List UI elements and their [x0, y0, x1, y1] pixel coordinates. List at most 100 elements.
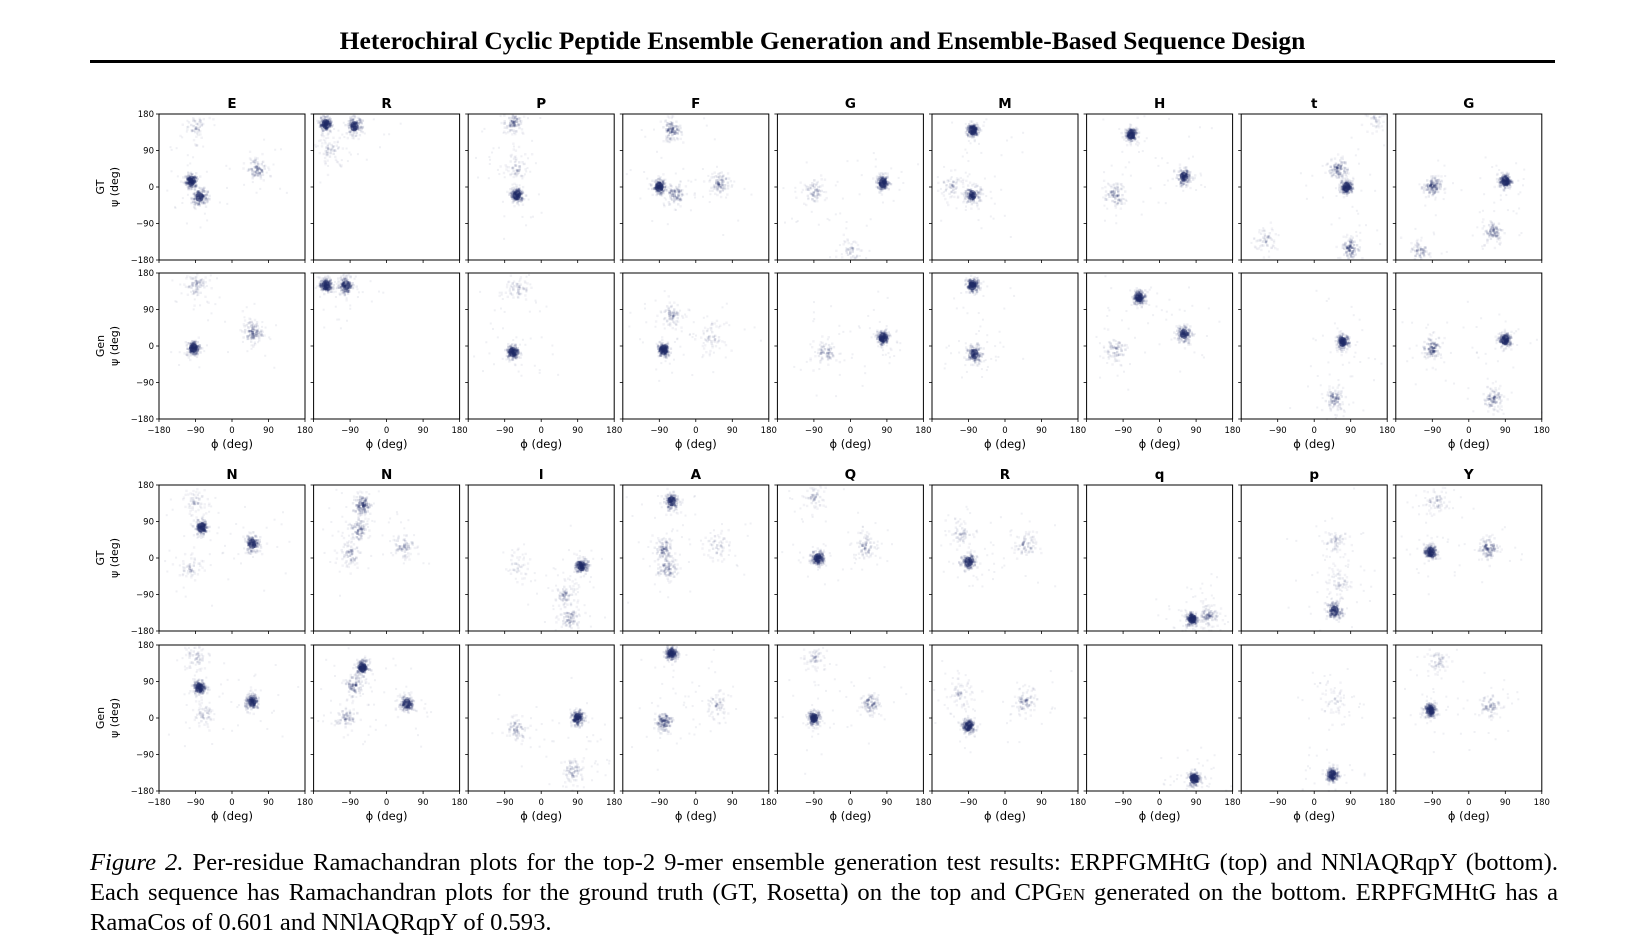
density-point	[1271, 229, 1273, 231]
density-point	[710, 187, 712, 189]
density-point	[651, 194, 653, 196]
density-point	[713, 176, 715, 178]
density-point	[1479, 177, 1481, 179]
density-point	[210, 312, 212, 314]
density-point	[1121, 151, 1123, 153]
density-point	[1111, 200, 1113, 202]
density-point	[337, 277, 339, 279]
density-point	[827, 218, 829, 220]
density-point	[667, 343, 669, 345]
density-point	[251, 331, 253, 333]
density-point	[941, 192, 943, 194]
density-point	[807, 195, 809, 197]
density-point	[1421, 237, 1423, 239]
density-point	[1130, 124, 1132, 126]
density-point	[1485, 230, 1487, 232]
density-point	[960, 292, 962, 294]
density-point	[248, 330, 250, 332]
density-point	[511, 343, 513, 345]
density-point	[866, 225, 868, 227]
density-point	[1179, 183, 1181, 185]
density-point	[1182, 190, 1184, 192]
density-point	[1461, 189, 1463, 191]
density-point	[198, 186, 200, 188]
density-point	[626, 173, 628, 175]
density-point	[667, 223, 669, 225]
density-point	[192, 130, 194, 132]
density-point	[839, 212, 841, 214]
density-point	[498, 147, 500, 149]
density-point	[1491, 226, 1493, 228]
density-point	[668, 354, 670, 356]
density-point	[1491, 234, 1493, 236]
density-point	[194, 189, 196, 191]
density-point	[206, 171, 208, 173]
density-point	[522, 204, 524, 206]
density-point	[196, 356, 198, 358]
density-point	[198, 129, 200, 131]
density-point	[525, 291, 527, 293]
density-point	[526, 282, 528, 284]
density-point	[673, 359, 675, 361]
density-point	[682, 168, 684, 170]
density-point	[266, 172, 268, 174]
density-point	[723, 341, 725, 343]
density-point	[192, 125, 194, 127]
density-point	[247, 322, 249, 324]
density-point	[557, 374, 559, 376]
density-point	[937, 176, 939, 178]
density-point	[1493, 202, 1495, 204]
density-point	[871, 336, 873, 338]
density-point	[664, 120, 666, 122]
density-point	[1495, 234, 1497, 236]
density-point	[258, 339, 260, 341]
density-point	[817, 348, 819, 350]
density-point	[261, 171, 263, 173]
density-point	[1351, 137, 1353, 139]
density-point	[207, 191, 209, 193]
density-point	[242, 336, 244, 338]
density-point	[519, 278, 521, 280]
density-point	[191, 198, 193, 200]
density-point	[727, 187, 729, 189]
density-point	[529, 311, 531, 313]
density-point	[1263, 256, 1265, 258]
density-point	[689, 333, 691, 335]
density-point	[1200, 184, 1202, 186]
density-point	[1211, 127, 1213, 129]
density-point	[1338, 217, 1340, 219]
density-point	[864, 372, 866, 374]
density-point	[171, 170, 173, 172]
density-point	[963, 199, 965, 201]
density-point	[513, 145, 515, 147]
density-point	[962, 186, 964, 188]
density-point	[242, 167, 244, 169]
panel-frame	[777, 114, 923, 260]
density-point	[1416, 242, 1418, 244]
density-point	[513, 205, 515, 207]
density-point	[186, 344, 188, 346]
density-point	[352, 132, 354, 134]
density-point	[885, 172, 887, 174]
x-tick-label: 0	[538, 426, 543, 436]
panel-ERPFGMHtG-GT-8: G	[1393, 96, 1542, 263]
density-point	[852, 353, 854, 355]
density-point	[711, 344, 713, 346]
density-point	[719, 175, 721, 177]
density-point	[1115, 222, 1117, 224]
density-point	[965, 206, 967, 208]
density-point	[1311, 175, 1313, 177]
density-point	[242, 310, 244, 312]
density-point	[639, 338, 641, 340]
density-point	[820, 346, 822, 348]
density-point	[886, 186, 888, 188]
density-point	[261, 326, 263, 328]
density-point	[983, 121, 985, 123]
density-point	[956, 207, 958, 209]
density-point	[1347, 172, 1349, 174]
density-point	[962, 155, 964, 157]
density-point	[226, 187, 228, 189]
density-point	[812, 194, 814, 196]
density-point	[893, 200, 895, 202]
density-point	[967, 175, 969, 177]
